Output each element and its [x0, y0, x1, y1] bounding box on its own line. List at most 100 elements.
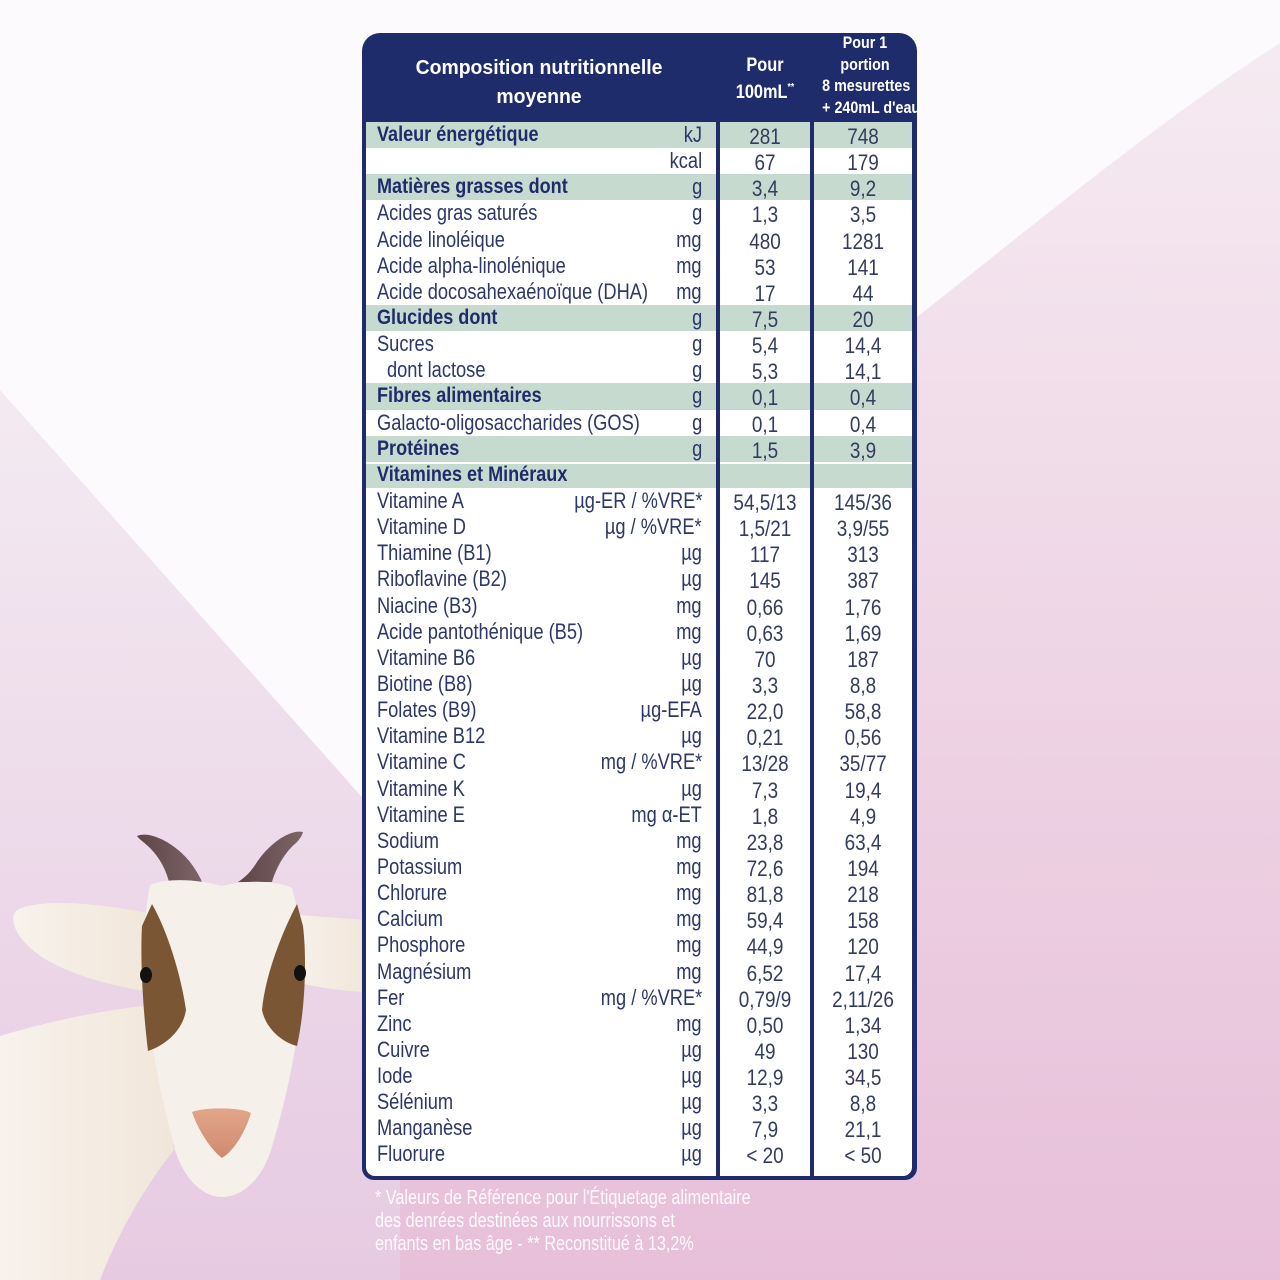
- nutrient-name: Cuivre: [377, 1036, 430, 1062]
- footnote-marker: **: [787, 82, 795, 93]
- nutrient-row: Protéines g 1,5 3,9: [366, 435, 912, 463]
- nutrient-row: Vitamine D µg / %VRE* 1,5/21 3,9/55: [366, 514, 912, 541]
- nutrient-unit: µg: [681, 1141, 702, 1167]
- value-per-100ml: < 20: [746, 1143, 784, 1169]
- nutrient-row: Chlorure mg 81,8 218: [366, 880, 912, 908]
- value-per-portion: 17,4: [844, 960, 882, 986]
- value-per-100ml: 70: [754, 646, 776, 672]
- nutrient-unit: µg: [681, 1115, 702, 1141]
- value-per-portion: 35/77: [839, 751, 887, 777]
- nutrient-name: Calcium: [377, 906, 443, 932]
- nutrient-unit: mg: [676, 958, 702, 984]
- column-header-line: Pour: [746, 55, 784, 76]
- value-per-portion: 179: [847, 150, 879, 176]
- table-title-line: Composition nutritionnelle: [415, 57, 663, 79]
- nutrient-row: Vitamine B12 µg 0,21 0,56: [366, 723, 912, 751]
- nutrient-name: Sélénium: [377, 1089, 454, 1115]
- value-per-portion: 0,4: [849, 385, 877, 411]
- nutrient-row: Niacine (B3) mg 0,66 1,76: [366, 593, 912, 620]
- value-per-100ml: 480: [749, 228, 781, 254]
- nutrient-unit: µg: [681, 670, 702, 696]
- nutrient-unit: g: [691, 357, 702, 383]
- nutrient-row: Vitamine B6 µg 70 187: [366, 644, 912, 672]
- value-per-100ml: 0,1: [751, 385, 779, 411]
- value-per-portion: 141: [847, 254, 879, 280]
- nutrient-unit: kJ: [683, 122, 702, 147]
- nutrient-unit: µg: [681, 540, 702, 566]
- nutrient-name: Vitamine B6: [377, 644, 476, 670]
- nutrient-row: Fibres alimentaires g 0,1 0,4: [366, 383, 912, 411]
- value-per-portion: 387: [847, 568, 879, 594]
- column-header-line: 100mL**: [726, 77, 803, 104]
- nutrient-unit: g: [691, 409, 702, 435]
- nutrient-unit: µg: [681, 1036, 702, 1062]
- footnote-line: * Valeurs de Référence pour l'Étiquetage…: [375, 1187, 751, 1209]
- nutrient-unit: µg: [681, 644, 702, 670]
- nutrient-row: Acides gras saturés g 1,3 3,5: [366, 200, 912, 228]
- nutrient-name: dont lactose: [387, 357, 486, 383]
- nutrient-row: Sélénium µg 3,3 8,8: [366, 1089, 912, 1117]
- value-per-100ml: 44,9: [746, 934, 784, 960]
- nutrient-unit: mg: [676, 853, 702, 879]
- value-per-100ml: 1,3: [751, 202, 779, 228]
- nutrient-row: Zinc mg 0,50 1,34: [366, 1011, 912, 1038]
- value-per-100ml: 1,8: [751, 803, 779, 829]
- column-divider: [716, 122, 720, 1176]
- column-header-line: + 240mL d'eau: [822, 97, 921, 117]
- goat-nose: [192, 1108, 251, 1158]
- value-per-100ml: 22,0: [746, 699, 784, 725]
- value-per-portion: 158: [847, 908, 879, 934]
- table-title: Composition nutritionnelle moyenne: [362, 54, 716, 112]
- nutrient-name: Thiamine (B1): [377, 540, 492, 566]
- value-per-portion: 120: [847, 934, 879, 960]
- value-per-100ml: 53: [754, 254, 776, 280]
- nutrient-name: Protéines: [377, 436, 460, 460]
- nutrient-name: Sucres: [377, 331, 434, 357]
- section-row-vitamins-minerals: Vitamines et Minéraux: [366, 461, 912, 488]
- nutrient-unit: g: [691, 174, 702, 200]
- value-per-100ml: 81,8: [746, 882, 784, 908]
- column-header-text: 100mL: [735, 82, 788, 103]
- nutrient-name: Galacto-oligosaccharides (GOS): [377, 409, 640, 435]
- value-per-100ml: 6,52: [746, 960, 784, 986]
- nutrient-row: Fer mg / %VRE* 0,79/9 2,11/26: [366, 984, 912, 1012]
- nutrient-name: Fer: [377, 984, 405, 1010]
- nutrient-name: Biotine (B8): [377, 670, 473, 696]
- value-per-100ml: 7,3: [751, 777, 779, 803]
- nutrient-name: Phosphore: [377, 932, 466, 958]
- value-per-portion: 20: [852, 306, 874, 332]
- nutrient-name: Iode: [377, 1063, 413, 1089]
- value-per-100ml: 5,3: [751, 359, 779, 385]
- value-per-100ml: 49: [754, 1038, 776, 1064]
- value-per-portion: 8,8: [849, 1091, 877, 1117]
- table-body: Valeur énergétique kJ 281 748 kcal 67 179 Mat…: [366, 122, 912, 1176]
- value-per-portion: 187: [847, 646, 879, 672]
- column-header-per-100ml: Pour 100mL**: [726, 55, 803, 104]
- nutrient-row: Cuivre µg 49 130: [366, 1036, 912, 1064]
- nutrient-row: Thiamine (B1) µg 117 313: [366, 540, 912, 567]
- value-per-portion: 218: [847, 882, 879, 908]
- nutrient-row: Fluorure µg < 20 < 50: [366, 1141, 912, 1169]
- value-per-portion: 748: [847, 124, 879, 149]
- nutrition-table: Composition nutritionnelle moyenne Pour …: [362, 33, 921, 1180]
- nutrient-name: Manganèse: [377, 1115, 473, 1141]
- nutrient-name: Magnésium: [377, 958, 472, 984]
- goat-head: [144, 880, 303, 1197]
- nutrient-name: Vitamine B12: [377, 723, 486, 749]
- value-per-portion: 3,5: [849, 202, 877, 228]
- value-per-portion: 4,9: [849, 803, 877, 829]
- nutrient-unit: g: [691, 383, 702, 409]
- nutrient-row: dont lactose g 5,3 14,1: [366, 357, 912, 385]
- nutrient-unit: mg α-ET: [631, 801, 702, 827]
- goat-eye-left: [140, 967, 152, 983]
- value-per-100ml: 0,50: [746, 1012, 784, 1038]
- value-per-100ml: 3,3: [751, 672, 779, 698]
- value-per-portion: 0,56: [844, 725, 882, 751]
- column-header-line: portion: [840, 54, 890, 74]
- value-per-100ml: 7,9: [751, 1117, 779, 1143]
- value-per-portion: 1281: [841, 228, 885, 254]
- value-per-100ml: 3,3: [751, 1091, 779, 1117]
- nutrient-row: Iode µg 12,9 34,5: [366, 1063, 912, 1090]
- value-per-portion: 14,4: [844, 333, 882, 359]
- nutrient-name: Fibres alimentaires: [377, 384, 542, 408]
